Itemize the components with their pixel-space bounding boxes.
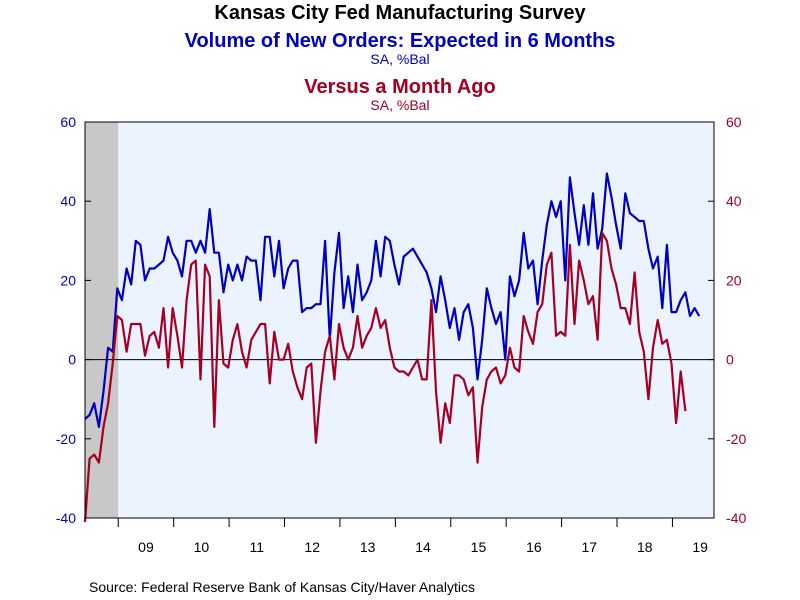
series-current-unit: SA, %Bal <box>370 97 430 113</box>
x-tick-label: 09 <box>138 539 154 555</box>
y-left-tick-label: 20 <box>60 272 76 288</box>
y-left-tick-label: -20 <box>56 431 76 447</box>
y-right-tick-label: -40 <box>726 510 746 526</box>
x-tick-label: 19 <box>692 539 708 555</box>
y-right-tick-label: -20 <box>726 431 746 447</box>
recession-shade <box>85 122 119 518</box>
series-current-line <box>83 231 687 523</box>
x-tick-label: 12 <box>304 539 320 555</box>
x-tick-label: 16 <box>526 539 542 555</box>
y-right-tick-label: 40 <box>726 193 742 209</box>
x-tick-label: 10 <box>194 539 210 555</box>
series-expected-title: Volume of New Orders: Expected in 6 Mont… <box>184 30 616 52</box>
source-note: Source: Federal Reserve Bank of Kansas C… <box>89 579 475 595</box>
series-current-title: Versus a Month Ago <box>304 76 496 98</box>
y-right-tick-label: 20 <box>726 272 742 288</box>
y-left-tick-label: 40 <box>60 193 76 209</box>
x-tick-label: 18 <box>637 539 653 555</box>
plot-area <box>85 122 714 518</box>
x-tick-label: 14 <box>415 539 431 555</box>
chart-title: Kansas City Fed Manufacturing Survey <box>214 2 586 24</box>
x-tick-label: 13 <box>360 539 376 555</box>
x-tick-label: 17 <box>582 539 598 555</box>
series-expected-unit: SA, %Bal <box>370 51 430 67</box>
series-expected-line <box>84 172 701 428</box>
y-right-tick-label: 60 <box>726 114 742 130</box>
x-tick-label: 15 <box>471 539 487 555</box>
plot-frame <box>84 121 715 519</box>
y-left-tick-label: 0 <box>68 352 76 368</box>
y-right-tick-label: 0 <box>726 352 734 368</box>
y-left-tick-label: -40 <box>56 510 76 526</box>
x-tick-label: 11 <box>250 539 265 555</box>
y-left-tick-label: 60 <box>60 114 76 130</box>
